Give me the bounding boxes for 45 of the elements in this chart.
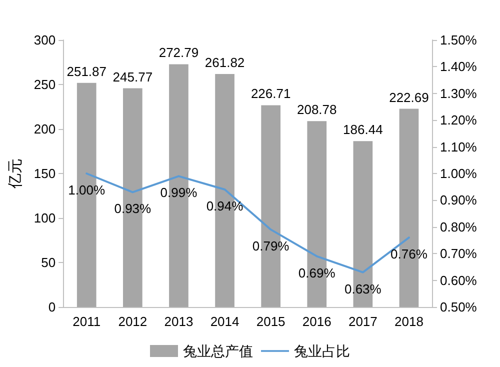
y2-tick-label: 0.90% (440, 192, 478, 208)
y2-tick-label: 1.30% (440, 86, 478, 101)
y2-tick-label: 0.80% (440, 219, 478, 234)
y-tick-label: 150 (34, 166, 56, 181)
data-label: 245.77 (112, 69, 153, 84)
data-label: 1.00% (68, 182, 106, 198)
data-label: 208.78 (296, 102, 337, 118)
data-label: 186.44 (343, 122, 383, 138)
y2-tick-label: 1.50% (440, 32, 478, 48)
data-label: 0.99% (160, 185, 198, 200)
data-label: 0.63% (344, 281, 382, 296)
data-label: 0.79% (252, 238, 290, 254)
x-tick-label: 2012 (118, 314, 148, 329)
legend-label: 兔业总产值 (183, 343, 253, 359)
y2-tick-label: 1.20% (440, 112, 478, 128)
x-tick-label: 2014 (210, 314, 240, 329)
x-tick-label: 2018 (394, 314, 424, 329)
x-tick-label: 2011 (72, 314, 101, 329)
y-tick-label: 100 (34, 210, 56, 226)
legend-label: 兔业占比 (294, 343, 350, 359)
x-tick-label: 2013 (164, 314, 194, 329)
data-label: 261.82 (204, 54, 245, 70)
data-label: 0.69% (298, 265, 336, 280)
x-tick-label: 2016 (302, 314, 332, 329)
data-label: 222.69 (389, 90, 429, 105)
data-label: 0.76% (390, 246, 428, 262)
x-tick-label: 2015 (256, 314, 286, 329)
y-tick-label: 50 (41, 255, 56, 270)
data-label: 226.71 (250, 86, 291, 102)
y-tick-label: 250 (34, 77, 56, 92)
data-label: 251.87 (66, 64, 106, 79)
y-axis-title: 亿元 (7, 158, 24, 190)
y-tick-label: 200 (34, 122, 56, 136)
y-tick-label: 300 (34, 32, 56, 48)
y2-tick-label: 1.10% (440, 139, 478, 154)
y2-tick-label: 1.00% (440, 166, 478, 181)
y2-tick-label: 0.50% (440, 300, 478, 314)
x-tick-label: 2017 (348, 314, 378, 329)
y2-tick-label: 0.70% (440, 246, 478, 262)
data-label: 272.79 (158, 45, 199, 60)
y2-tick-label: 1.40% (440, 59, 478, 74)
y-tick-label: 0 (48, 300, 56, 314)
y2-tick-label: 0.60% (440, 272, 478, 288)
data-label: 0.93% (114, 201, 152, 216)
data-label: 0.94% (206, 198, 244, 214)
